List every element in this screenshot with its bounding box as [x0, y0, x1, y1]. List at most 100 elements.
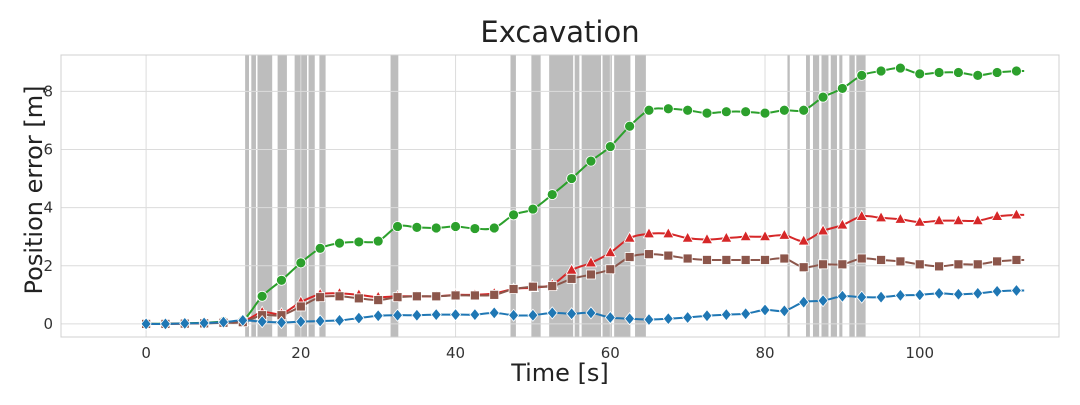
data-point — [797, 234, 810, 246]
data-point — [914, 259, 925, 270]
data-point — [953, 259, 964, 270]
data-point — [895, 256, 906, 267]
data-point — [353, 311, 365, 325]
data-point — [527, 308, 539, 322]
data-point — [508, 284, 519, 294]
data-point — [392, 221, 403, 232]
data-point — [353, 293, 364, 304]
shaded-interval — [549, 55, 574, 337]
shaded-interval — [602, 55, 612, 337]
data-point — [585, 306, 597, 320]
data-point — [739, 229, 752, 242]
data-point — [856, 290, 868, 304]
data-point — [624, 312, 636, 326]
data-point — [682, 310, 694, 325]
data-point — [295, 257, 307, 269]
data-point — [372, 235, 384, 247]
data-point — [991, 284, 1003, 298]
data-point — [450, 221, 461, 232]
data-point — [489, 289, 500, 300]
y-tick-label: 4 — [43, 199, 53, 217]
data-point — [933, 286, 945, 301]
data-point — [411, 291, 422, 302]
data-point — [488, 222, 500, 234]
data-point — [256, 290, 268, 302]
data-point — [758, 229, 772, 242]
shaded-interval — [830, 55, 837, 337]
data-point — [198, 316, 210, 330]
data-point — [450, 307, 462, 322]
data-point — [546, 189, 558, 200]
data-point — [971, 213, 984, 226]
data-point — [314, 242, 326, 254]
data-point — [566, 173, 578, 184]
data-point — [237, 313, 249, 328]
data-point — [256, 314, 268, 329]
data-point — [392, 292, 403, 303]
series-line — [146, 289, 1025, 325]
y-tick-label: 2 — [43, 257, 53, 275]
data-point — [643, 312, 655, 327]
data-point — [566, 273, 577, 284]
data-point — [159, 317, 171, 331]
data-point — [566, 307, 578, 321]
data-point — [700, 232, 714, 245]
data-point — [662, 103, 674, 115]
shaded-interval — [390, 55, 399, 337]
data-point — [914, 288, 926, 302]
data-point — [604, 310, 616, 325]
x-tick-label: 80 — [755, 344, 774, 362]
series-line — [146, 67, 1025, 325]
series-line — [146, 253, 1025, 325]
data-point — [315, 292, 326, 303]
x-tick-label: 60 — [601, 344, 620, 362]
data-point — [469, 223, 481, 234]
data-point — [642, 226, 656, 239]
data-point — [972, 286, 984, 301]
data-point — [817, 91, 829, 103]
data-point — [1011, 65, 1022, 77]
data-point — [952, 287, 964, 301]
data-point — [295, 314, 307, 329]
data-point — [682, 253, 693, 264]
data-point — [913, 215, 926, 227]
data-point — [934, 261, 944, 272]
shaded-interval — [787, 55, 790, 337]
y-axis-title: Position error [m] — [20, 86, 48, 295]
shaded-interval — [319, 55, 326, 337]
x-tick-label: 100 — [905, 344, 934, 362]
data-point — [662, 226, 675, 239]
data-point — [469, 307, 481, 322]
shaded-interval — [635, 55, 646, 337]
data-point — [953, 67, 964, 78]
data-point — [353, 236, 365, 248]
x-tick-label: 20 — [291, 344, 310, 362]
data-point — [276, 274, 287, 286]
data-point — [778, 104, 790, 116]
data-point — [527, 203, 539, 215]
shaded-interval — [308, 55, 315, 337]
series-line — [146, 213, 1025, 325]
shaded-interval — [806, 55, 810, 337]
data-point — [952, 213, 965, 226]
data-point — [624, 252, 635, 262]
data-point — [894, 288, 906, 303]
data-point — [431, 291, 442, 302]
y-tick-label: 6 — [43, 140, 53, 158]
y-axis-ticks: 0 2 4 6 8 — [43, 82, 53, 333]
data-point — [856, 253, 867, 264]
data-point — [720, 231, 733, 243]
plot-frame — [60, 54, 1060, 338]
shaded-interval — [581, 55, 602, 337]
shaded-interval — [856, 55, 866, 337]
data-point — [894, 212, 907, 224]
data-point — [604, 245, 617, 258]
data-point — [334, 291, 345, 302]
data-point — [1010, 208, 1023, 220]
data-point — [605, 264, 616, 275]
plot-border — [60, 54, 1060, 338]
data-point — [275, 315, 288, 330]
data-point — [740, 255, 751, 265]
data-point — [760, 255, 770, 265]
data-point — [314, 314, 326, 328]
